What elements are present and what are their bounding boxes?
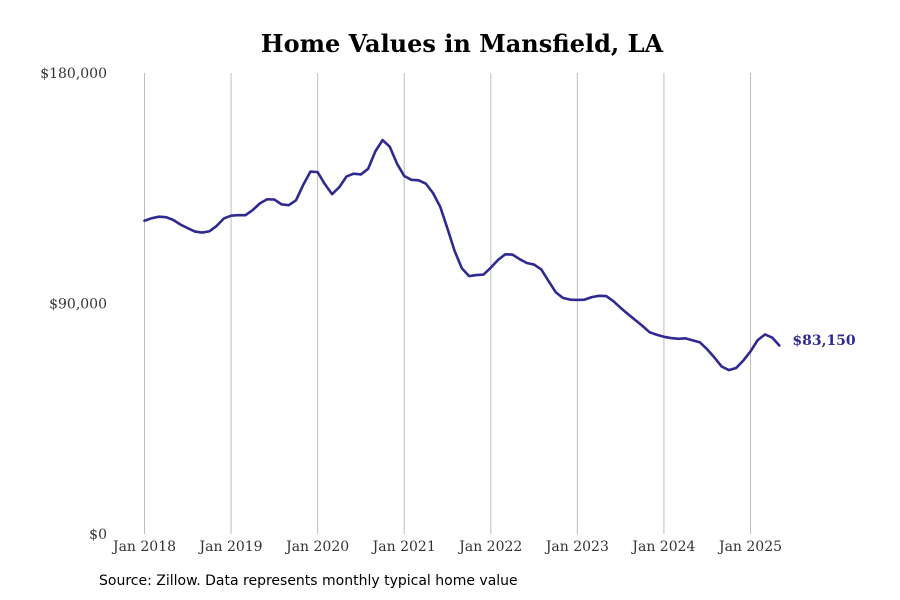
- x-tick-label: Jan 2019: [198, 539, 263, 555]
- home-value-line: [143, 138, 781, 372]
- end-value-label: $83,150: [792, 333, 856, 349]
- y-tick-label: $180,000: [40, 66, 107, 82]
- x-tick-label: Jan 2025: [717, 539, 782, 555]
- y-tick-label: $90,000: [49, 297, 107, 313]
- y-tick-label: $0: [89, 527, 107, 543]
- x-tick-label: Jan 2021: [371, 539, 436, 555]
- y-axis-ticks: $0 $90,000 $180,000: [40, 66, 107, 543]
- x-axis-ticks: Jan 2018 Jan 2019 Jan 2020 Jan 2021 Jan 2022…: [111, 539, 782, 555]
- x-tick-label: Jan 2023: [544, 539, 609, 555]
- x-tick-label: Jan 2022: [457, 539, 522, 555]
- source-note: Source: Zillow. Data represents monthly …: [99, 573, 518, 589]
- x-tick-label: Jan 2020: [284, 539, 349, 555]
- x-tick-label: Jan 2018: [111, 539, 176, 555]
- grid-lines: [144, 73, 751, 534]
- x-tick-label: Jan 2024: [630, 539, 695, 555]
- chart-title: Home Values in Mansfield, LA: [261, 29, 664, 58]
